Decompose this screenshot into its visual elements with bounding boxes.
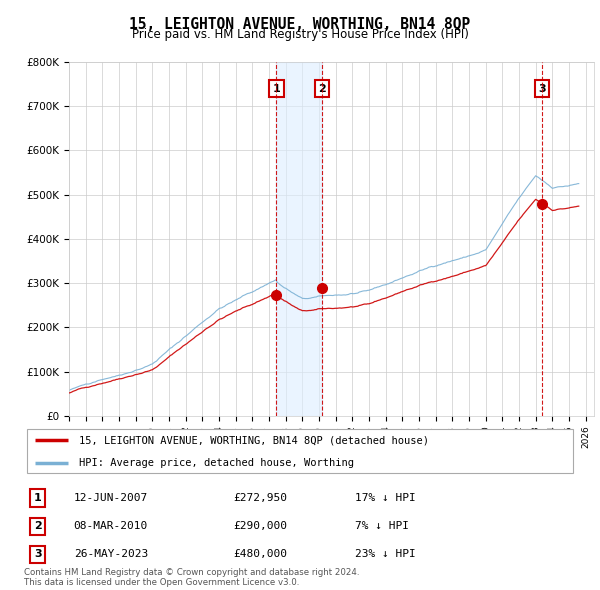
Text: HPI: Average price, detached house, Worthing: HPI: Average price, detached house, Wort…	[79, 458, 354, 468]
Text: 2: 2	[318, 84, 326, 93]
FancyBboxPatch shape	[27, 429, 573, 473]
Text: 15, LEIGHTON AVENUE, WORTHING, BN14 8QP: 15, LEIGHTON AVENUE, WORTHING, BN14 8QP	[130, 17, 470, 31]
Text: 26-MAY-2023: 26-MAY-2023	[74, 549, 148, 559]
Text: 1: 1	[34, 493, 41, 503]
Text: £290,000: £290,000	[234, 521, 288, 531]
Text: Price paid vs. HM Land Registry's House Price Index (HPI): Price paid vs. HM Land Registry's House …	[131, 28, 469, 41]
Text: 3: 3	[539, 84, 546, 93]
Text: 1: 1	[272, 84, 280, 93]
Text: 23% ↓ HPI: 23% ↓ HPI	[355, 549, 416, 559]
Text: 2: 2	[34, 521, 41, 531]
Text: £480,000: £480,000	[234, 549, 288, 559]
Bar	[277, 62, 322, 416]
Text: 17% ↓ HPI: 17% ↓ HPI	[355, 493, 416, 503]
Text: 3: 3	[34, 549, 41, 559]
Text: 08-MAR-2010: 08-MAR-2010	[74, 521, 148, 531]
Text: £272,950: £272,950	[234, 493, 288, 503]
Text: 12-JUN-2007: 12-JUN-2007	[74, 493, 148, 503]
Text: 7% ↓ HPI: 7% ↓ HPI	[355, 521, 409, 531]
Text: 15, LEIGHTON AVENUE, WORTHING, BN14 8QP (detached house): 15, LEIGHTON AVENUE, WORTHING, BN14 8QP …	[79, 435, 429, 445]
Text: Contains HM Land Registry data © Crown copyright and database right 2024.
This d: Contains HM Land Registry data © Crown c…	[24, 568, 359, 587]
